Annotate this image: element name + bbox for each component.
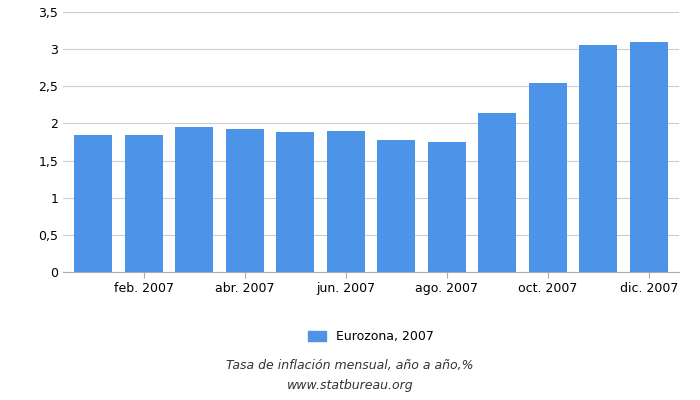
Text: www.statbureau.org: www.statbureau.org xyxy=(287,380,413,392)
Legend: Eurozona, 2007: Eurozona, 2007 xyxy=(303,325,439,348)
Text: Tasa de inflación mensual, año a año,%: Tasa de inflación mensual, año a año,% xyxy=(226,360,474,372)
Bar xyxy=(125,134,162,272)
Bar xyxy=(377,140,415,272)
Bar xyxy=(276,132,314,272)
Bar xyxy=(630,42,668,272)
Bar xyxy=(226,129,264,272)
Bar xyxy=(327,131,365,272)
Bar xyxy=(528,82,567,272)
Bar xyxy=(175,127,214,272)
Bar xyxy=(74,134,112,272)
Bar xyxy=(478,113,516,272)
Bar xyxy=(580,45,617,272)
Bar xyxy=(428,142,466,272)
